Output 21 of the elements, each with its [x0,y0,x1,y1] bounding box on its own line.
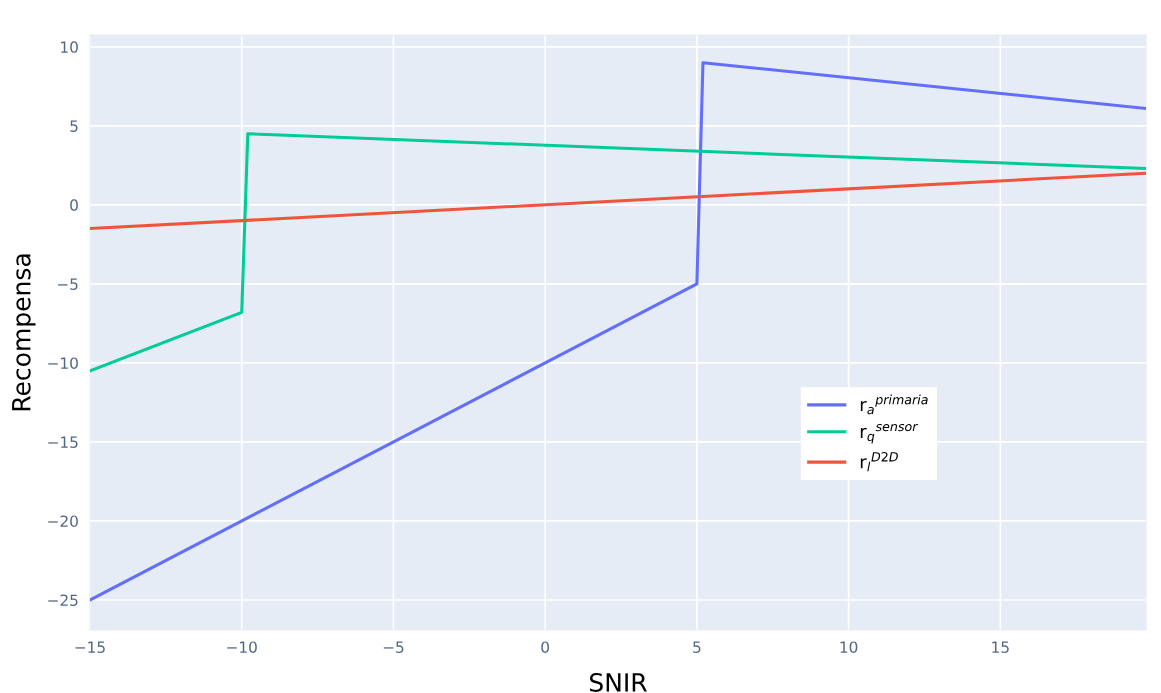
x-tick-label: 10 [840,641,858,653]
y-tick-label: −15 [48,436,78,448]
x-tick-label: 15 [992,641,1009,653]
y-tick-label: 5 [70,120,78,132]
x-tick-label: 0 [541,641,550,653]
y-tick-label: −5 [57,278,78,290]
line-series [90,61,1146,602]
y-tick-label: 0 [70,199,78,211]
x-tick-label: −5 [383,641,404,653]
y-tick-label: 10 [61,41,78,53]
legend-label: r$_{a}$$^{primaria}$ [860,394,928,415]
y-tick-label: −20 [48,515,78,527]
x-tick-label: 5 [693,641,701,653]
line-series [90,132,1146,373]
x-tick-label: −10 [227,641,257,653]
y-tick-label: −25 [48,594,78,606]
legend-label: r$_{l}$$^{D2D}$ [860,452,898,472]
y-tick-label: −10 [48,357,78,369]
y-axis-title: Recompensa [12,254,36,411]
x-axis-title: SNIR [589,673,647,692]
legend-label: r$_{q}$$^{sensor}$ [860,423,919,444]
